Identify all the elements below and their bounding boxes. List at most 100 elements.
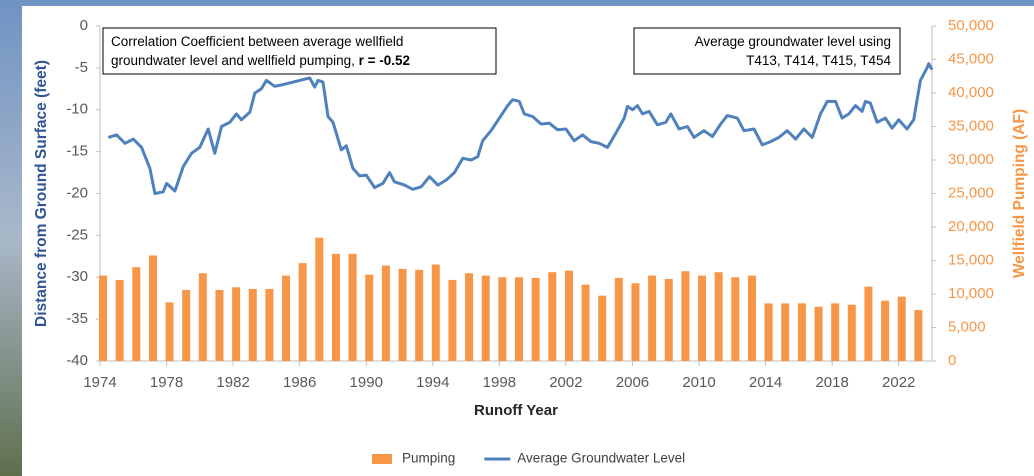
x-tick-label: 1978	[150, 374, 183, 391]
annotation-line: T413, T414, T415, T454	[746, 53, 891, 68]
bar	[232, 287, 241, 361]
x-axis-title: Runoff Year	[474, 402, 558, 419]
annotation-box	[633, 27, 901, 75]
annotation-line: groundwater level and wellfield pumping,	[111, 53, 359, 68]
y-tick-label: -5	[75, 59, 88, 76]
bar	[198, 273, 207, 361]
line	[107, 62, 934, 195]
legend-swatch	[372, 454, 392, 464]
bar	[698, 275, 707, 361]
bar	[648, 275, 657, 361]
bar	[115, 279, 124, 361]
bar	[431, 264, 440, 361]
legend-label: Pumping	[402, 451, 455, 466]
x-tick-label: 1974	[83, 374, 116, 391]
bar	[897, 296, 906, 361]
bar	[481, 275, 490, 361]
annotation: Correlation Coefficient between average …	[111, 34, 410, 68]
y2-tick-label: 40,000	[948, 84, 994, 101]
bar	[165, 302, 174, 361]
bar	[681, 271, 690, 361]
y2-tick-label: 10,000	[948, 285, 994, 302]
bar	[282, 275, 291, 361]
x-tick-label: 2010	[682, 374, 715, 391]
annotation-line: Correlation Coefficient between average …	[111, 34, 403, 49]
bar	[531, 277, 540, 361]
x-tick-label: 2022	[882, 374, 915, 391]
bar	[631, 283, 640, 361]
x-tick-label: 1998	[483, 374, 516, 391]
bar	[614, 277, 623, 361]
x-tick-label: 2006	[616, 374, 649, 391]
bar	[731, 277, 740, 361]
y2-tick-label: 45,000	[948, 50, 994, 67]
y-tick-label: 0	[80, 17, 88, 34]
bar	[448, 279, 457, 361]
bar	[747, 275, 756, 361]
y2-tick-label: 35,000	[948, 117, 994, 134]
bar	[215, 289, 224, 361]
bar	[881, 300, 890, 361]
x-tick-label: 2018	[815, 374, 848, 391]
bar	[814, 306, 823, 361]
bar	[365, 274, 374, 361]
y-tick-label: -30	[66, 268, 88, 285]
bar	[548, 272, 557, 361]
bar	[398, 268, 407, 361]
bar	[564, 270, 573, 361]
y2-tick-label: 20,000	[948, 218, 994, 235]
bar	[265, 288, 274, 361]
y2-tick-label: 50,000	[948, 17, 994, 34]
y-tick-label: -10	[66, 101, 88, 118]
bar	[182, 289, 191, 361]
x-tick-label: 1990	[350, 374, 383, 391]
bar	[781, 303, 790, 361]
y-tick-label: -25	[66, 226, 88, 243]
legend-label: Average Groundwater Level	[517, 451, 685, 466]
annotation-bold: r = -0.52	[359, 53, 410, 68]
y2-tick-label: 15,000	[948, 251, 994, 268]
y2-axis-title: Wellfield Pumping (AF)	[1011, 109, 1028, 278]
bar	[764, 303, 773, 361]
chart-area	[22, 6, 1034, 476]
x-tick-label: 1994	[416, 374, 449, 391]
annotation-box	[102, 27, 497, 75]
y2-tick-label: 5,000	[948, 318, 986, 335]
y-tick-label: -15	[66, 143, 88, 160]
x-tick-label: 1986	[283, 374, 316, 391]
y2-tick-label: 0	[948, 352, 956, 369]
bar	[598, 295, 607, 361]
bar	[298, 263, 307, 361]
bar	[132, 267, 141, 361]
bar	[415, 269, 424, 361]
x-tick-label: 2002	[549, 374, 582, 391]
bar	[864, 286, 873, 361]
bar	[465, 273, 474, 361]
bar	[99, 275, 107, 361]
bar	[381, 265, 390, 361]
annotation-line: Average groundwater level using	[695, 34, 891, 49]
y-axis-title: Distance from Ground Surface (feet)	[33, 60, 50, 327]
bar	[148, 255, 157, 361]
bar	[664, 278, 673, 361]
y-tick-label: -20	[66, 184, 88, 201]
y-tick-label: -40	[66, 352, 88, 369]
bar	[348, 253, 357, 361]
bar	[498, 277, 507, 361]
y-tick-label: -35	[66, 310, 88, 327]
x-tick-label: 1982	[216, 374, 249, 391]
y2-tick-label: 30,000	[948, 151, 994, 168]
y2-tick-label: 25,000	[948, 184, 994, 201]
bar	[315, 237, 324, 361]
bar	[847, 304, 856, 361]
x-tick-label: 2014	[749, 374, 782, 391]
bar	[515, 277, 523, 361]
annotation: Average groundwater level using T413, T41…	[695, 34, 892, 68]
bar	[797, 303, 806, 361]
bar	[248, 288, 257, 361]
bar	[831, 303, 840, 361]
bar	[714, 272, 723, 361]
bar	[914, 310, 923, 361]
